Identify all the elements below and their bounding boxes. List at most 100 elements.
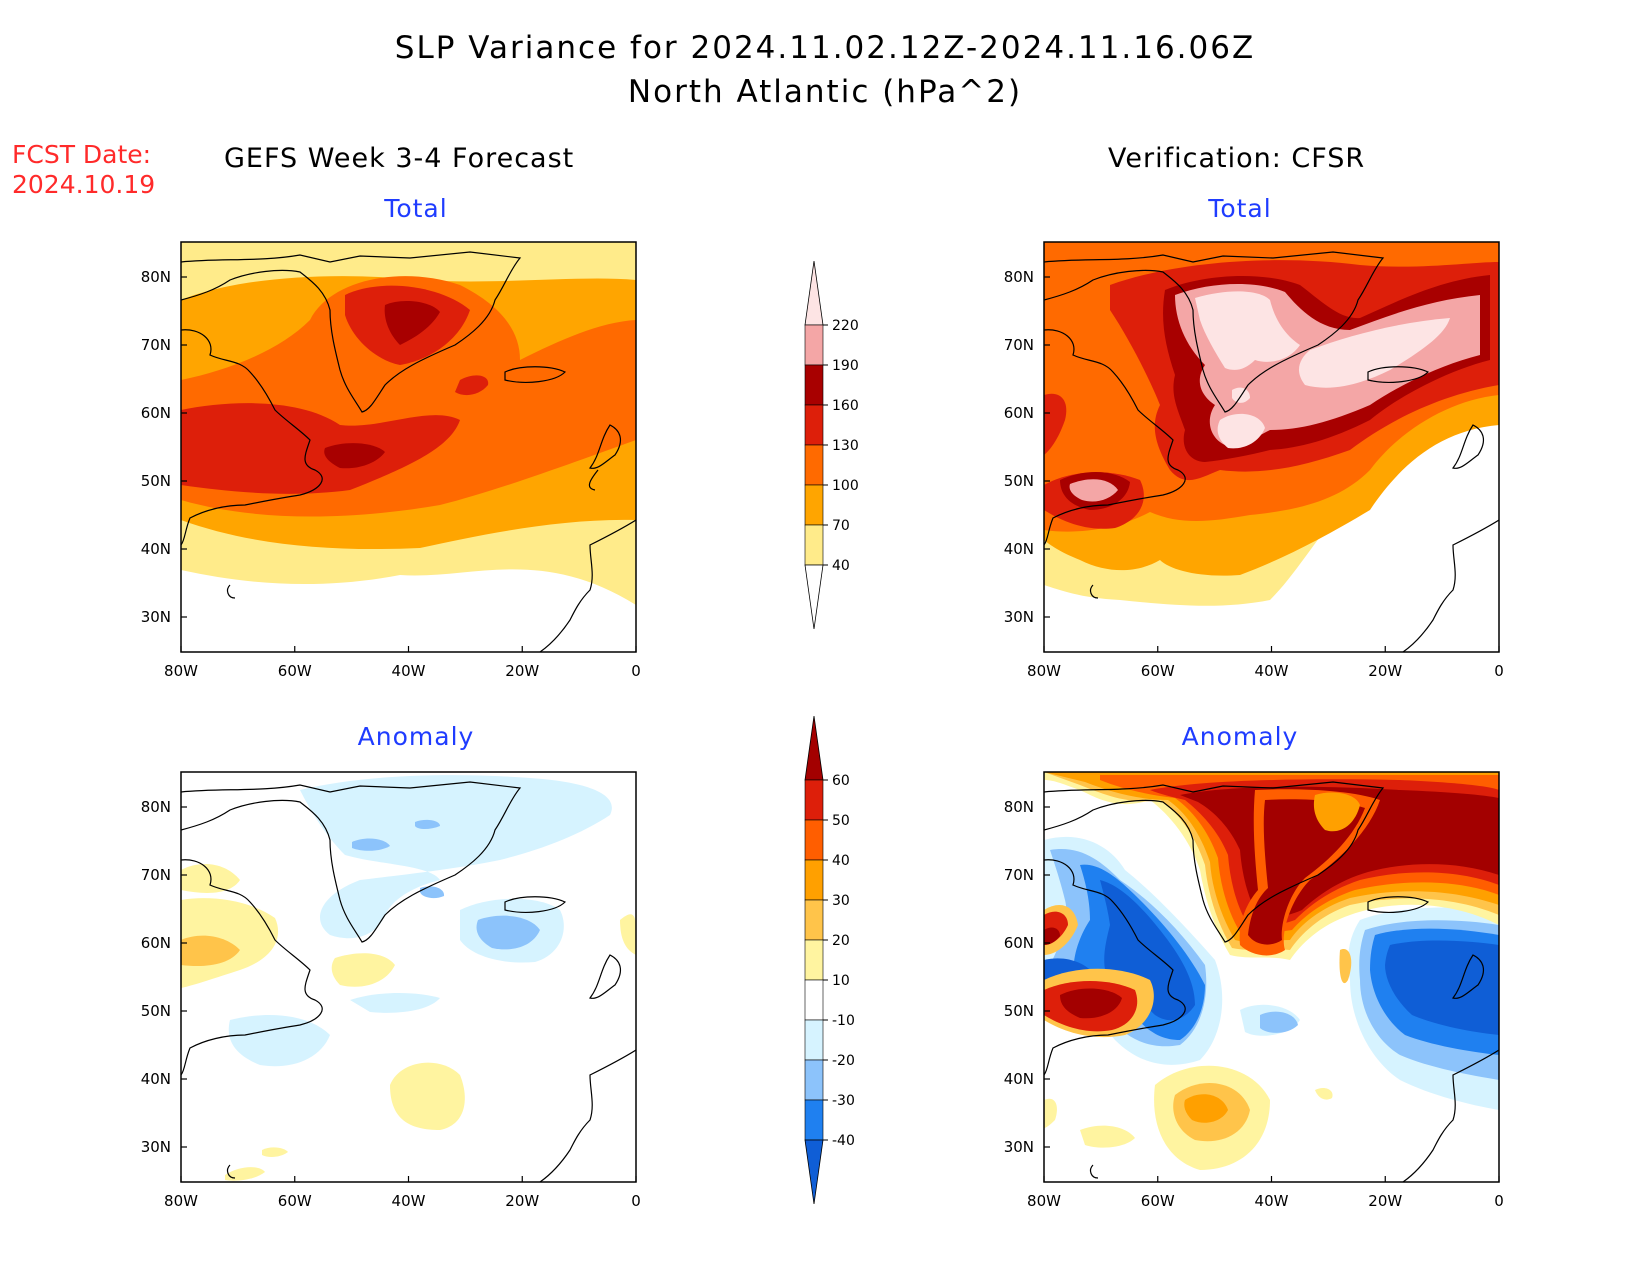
coastline: [181, 251, 636, 652]
lon-tick-label: 40W: [392, 662, 426, 680]
colorbar-label: 130: [832, 438, 859, 454]
colorbar-total: 40 70 100 130 160 190 220: [804, 260, 859, 630]
lon-tick-label: 40W: [1255, 1192, 1289, 1210]
lat-tick-label: 40N: [141, 540, 171, 558]
lon-tick-label: 0: [631, 1192, 641, 1210]
colorbar-box: [804, 1059, 824, 1101]
lat-tick-label: 50N: [1004, 1002, 1034, 1020]
colorbar-max-triangle: [804, 260, 824, 326]
colorbar-box: [804, 1099, 824, 1141]
colorbar-label: 40: [832, 853, 850, 869]
coastline: [1044, 781, 1499, 1182]
lon-tick-label: 60W: [1141, 662, 1175, 680]
fcst-date-value: 2024.10.19: [12, 170, 156, 199]
right-column-title: Verification: CFSR: [1108, 143, 1366, 174]
map-gefs-anomaly: [180, 771, 637, 1183]
lon-tick-label: 20W: [505, 662, 539, 680]
lat-tick-label: 70N: [1004, 336, 1034, 354]
colorbar-min-triangle: [804, 564, 824, 630]
colorbar-label: 40: [832, 558, 850, 574]
colorbar-label: 50: [832, 813, 850, 829]
figure-title: SLP Variance for 2024.11.02.12Z-2024.11.…: [394, 30, 1256, 66]
colorbar-label: 20: [832, 933, 850, 949]
lat-tick-label: 60N: [1004, 934, 1034, 952]
panel-label-bottom-right: Anomaly: [1181, 722, 1299, 751]
colorbar-box: [804, 364, 824, 406]
colorbar-label: 100: [832, 478, 859, 494]
fcst-date-label: FCST Date:: [12, 140, 152, 169]
axes-layer: 80W 60W 40W 20W 0 80N 70N 60N 50N 40N 30N 80W 60W 40W…: [141, 268, 1504, 1210]
colorbar-label: 10: [832, 973, 850, 989]
lon-tick-label: 60W: [278, 1192, 312, 1210]
panel-label-top-right: Total: [1208, 194, 1272, 223]
lat-tick-label: 80N: [141, 798, 171, 816]
colorbar-box: [804, 859, 824, 901]
colorbar-label: -10: [832, 1013, 855, 1029]
lon-tick-label: 80W: [164, 662, 198, 680]
anomaly-shading: [181, 772, 636, 1182]
lat-tick-label: 30N: [141, 1138, 171, 1156]
lat-tick-label: 70N: [141, 336, 171, 354]
lat-tick-label: 40N: [141, 1070, 171, 1088]
colorbar-label: -20: [832, 1053, 855, 1069]
lon-tick-label: 0: [1494, 662, 1504, 680]
lat-tick-label: 50N: [1004, 472, 1034, 490]
colorbar-label: 160: [832, 398, 859, 414]
lat-tick-label: 30N: [1004, 608, 1034, 626]
colorbar-label: 60: [832, 773, 850, 789]
lon-tick-label: 80W: [1027, 662, 1061, 680]
lat-tick-label: 30N: [141, 608, 171, 626]
colorbar-label: 30: [832, 893, 850, 909]
lat-tick-label: 70N: [141, 866, 171, 884]
coastline: [181, 781, 636, 1182]
left-column-title: GEFS Week 3-4 Forecast: [224, 143, 575, 174]
colorbar-box: [804, 484, 824, 526]
lat-tick-label: 80N: [1004, 798, 1034, 816]
lon-tick-label: 0: [1494, 1192, 1504, 1210]
colorbar-label: -30: [832, 1093, 855, 1109]
lon-tick-label: 0: [631, 662, 641, 680]
colorbar-label: 220: [832, 318, 859, 334]
colorbar-label: -40: [832, 1133, 855, 1149]
lat-tick-label: 40N: [1004, 1070, 1034, 1088]
map-cfsr-total: [1043, 241, 1500, 653]
lat-tick-label: 70N: [1004, 866, 1034, 884]
colorbar-label: 190: [832, 358, 859, 374]
lat-tick-label: 80N: [141, 268, 171, 286]
colorbar-box: [804, 779, 824, 821]
colorbar-box: [804, 1019, 824, 1061]
colorbar-box: [804, 444, 824, 486]
lon-tick-label: 80W: [1027, 1192, 1061, 1210]
lon-tick-label: 60W: [278, 662, 312, 680]
colorbar-min-triangle: [804, 1139, 824, 1205]
colorbar-label: 70: [832, 518, 850, 534]
lon-tick-label: 20W: [1368, 662, 1402, 680]
lat-tick-label: 40N: [1004, 540, 1034, 558]
lat-tick-label: 60N: [141, 404, 171, 422]
lat-tick-label: 80N: [1004, 268, 1034, 286]
lon-tick-label: 80W: [164, 1192, 198, 1210]
colorbar-anomaly: -40 -30 -20 -10 10 20 30 40 50 60: [804, 715, 855, 1205]
lon-tick-label: 60W: [1141, 1192, 1175, 1210]
colorbar-box: [804, 524, 824, 566]
lat-tick-label: 50N: [141, 1002, 171, 1020]
map-gefs-total: [180, 241, 637, 653]
total-shading: [1044, 242, 1499, 652]
total-shading: [181, 242, 636, 652]
panel-label-bottom-left: Anomaly: [357, 722, 475, 751]
colorbar-max-triangle: [804, 715, 824, 781]
colorbar-box: [804, 819, 824, 861]
colorbar-box: [804, 899, 824, 941]
figure-subtitle: North Atlantic (hPa^2): [627, 74, 1023, 110]
coastline: [1044, 251, 1499, 652]
lon-tick-label: 20W: [505, 1192, 539, 1210]
anomaly-shading: [1044, 772, 1499, 1182]
lat-tick-label: 30N: [1004, 1138, 1034, 1156]
colorbar-layer: 40 70 100 130 160 190 220 -40 -30 -20 -10 10 20 30 40 5…: [804, 260, 859, 1205]
colorbar-box: [804, 324, 824, 366]
colorbar-box: [804, 979, 824, 1021]
lon-tick-label: 20W: [1368, 1192, 1402, 1210]
lon-tick-label: 40W: [392, 1192, 426, 1210]
lon-tick-label: 40W: [1255, 662, 1289, 680]
